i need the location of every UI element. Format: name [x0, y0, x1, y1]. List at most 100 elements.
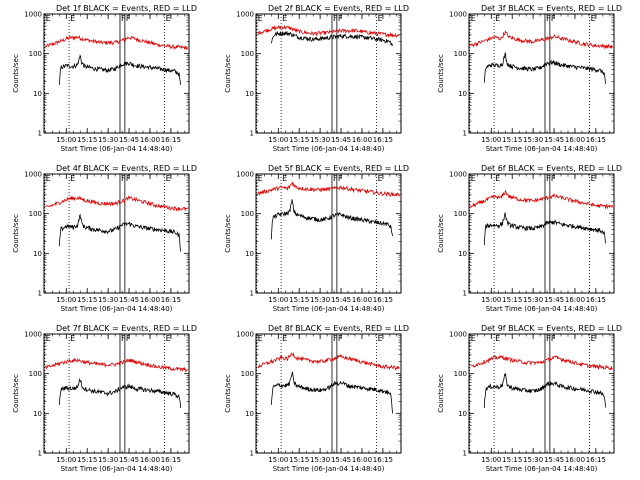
x-tick-label: 15:45: [331, 296, 351, 304]
event-marker-label: F: [126, 174, 131, 183]
y-tick-label: 10: [33, 410, 42, 418]
x-tick-label: 15:45: [119, 136, 139, 144]
x-tick-label: 16:15: [161, 296, 181, 304]
x-tick-label: 15:00: [56, 456, 76, 464]
event-marker-label: F: [338, 14, 343, 23]
x-axis-label: Start Time (06-Jan-04 14:48:40): [486, 145, 598, 153]
x-axis-label: Start Time (06-Jan-04 14:48:40): [273, 145, 385, 153]
x-tick-label: 16:00: [565, 136, 585, 144]
event-marker-label: E: [591, 334, 596, 343]
x-tick-label: 15:15: [502, 136, 522, 144]
x-tick-label: 15:00: [268, 136, 288, 144]
x-tick-label: 15:15: [77, 136, 97, 144]
x-tick-label: 16:15: [373, 456, 393, 464]
event-marker-label: F: [333, 174, 338, 183]
x-axis-label: Start Time (06-Jan-04 14:48:40): [61, 465, 173, 473]
y-tick-label: 100: [29, 50, 42, 58]
y-axis-label: Counts/sec: [12, 214, 20, 253]
x-tick-label: 15:15: [502, 456, 522, 464]
lld-series-line: [45, 195, 188, 212]
x-tick-label: 15:00: [268, 296, 288, 304]
y-tick-label: 100: [454, 210, 467, 218]
y-tick-label: 1: [463, 450, 467, 458]
events-series-line: [483, 372, 606, 409]
event-marker-label: E: [495, 14, 500, 23]
x-tick-label: 16:15: [586, 136, 606, 144]
x-tick-label: 15:30: [98, 136, 118, 144]
panel-title: Det 1f BLACK = Events, RED = LLD: [56, 4, 197, 13]
y-axis-label: Counts/sec: [437, 374, 445, 413]
panel-title: Det 3f BLACK = Events, RED = LLD: [481, 4, 622, 13]
x-axis-label: Start Time (06-Jan-04 14:48:40): [273, 465, 385, 473]
event-marker-label: F: [546, 174, 551, 183]
y-axis-label: Counts/sec: [12, 54, 20, 93]
y-tick-label: 10: [458, 90, 467, 98]
event-marker-label: E: [378, 14, 383, 23]
x-axis-label: Start Time (06-Jan-04 14:48:40): [61, 145, 173, 153]
x-tick-label: 15:30: [310, 456, 330, 464]
events-series-line: [483, 52, 606, 84]
event-marker-label: E: [282, 174, 287, 183]
y-tick-label: 100: [29, 210, 42, 218]
lld-series-line: [257, 352, 400, 371]
event-marker-label: E: [46, 14, 51, 23]
y-tick-label: 1000: [24, 171, 42, 179]
lld-series-line: [470, 30, 613, 50]
event-marker-label: F: [126, 14, 131, 23]
x-tick-label: 15:45: [119, 456, 139, 464]
y-tick-label: 100: [454, 370, 467, 378]
x-tick-label: 16:00: [565, 456, 585, 464]
x-tick-label: 16:15: [373, 136, 393, 144]
plot-frame: [468, 13, 615, 134]
plot-frame: [255, 13, 402, 134]
event-marker-label: E: [258, 14, 263, 23]
x-tick-label: 15:30: [310, 296, 330, 304]
x-tick-label: 15:45: [331, 136, 351, 144]
lld-series-line: [45, 34, 188, 51]
y-tick-label: 10: [245, 250, 254, 258]
event-marker-label: E: [70, 334, 75, 343]
event-marker-label: E: [70, 14, 75, 23]
event-marker-label: F: [333, 14, 338, 23]
y-tick-label: 10: [245, 90, 254, 98]
event-marker-label: E: [166, 174, 171, 183]
x-tick-label: 15:30: [98, 456, 118, 464]
x-tick-label: 15:15: [77, 296, 97, 304]
plot-frame: [255, 173, 402, 294]
y-axis-label: Counts/sec: [224, 214, 232, 253]
events-series-line: [58, 54, 181, 86]
y-tick-label: 100: [241, 210, 254, 218]
y-tick-label: 10: [245, 410, 254, 418]
y-tick-label: 1: [463, 130, 467, 138]
event-marker-label: E: [495, 174, 500, 183]
y-axis-label: Counts/sec: [437, 214, 445, 253]
y-tick-label: 1: [38, 130, 42, 138]
y-tick-label: 1000: [236, 171, 254, 179]
x-tick-label: 16:00: [565, 296, 585, 304]
y-tick-label: 1000: [449, 11, 467, 19]
events-series-line: [483, 211, 606, 246]
plot-frame: [43, 333, 190, 454]
event-marker-label: E: [46, 174, 51, 183]
x-tick-label: 16:15: [373, 296, 393, 304]
event-marker-label: E: [471, 174, 476, 183]
event-marker-label: F: [121, 334, 126, 343]
lld-series-line: [470, 354, 613, 371]
lld-series-line: [470, 189, 613, 210]
x-tick-label: 16:15: [586, 456, 606, 464]
x-tick-label: 15:15: [289, 456, 309, 464]
y-axis-label: Counts/sec: [224, 374, 232, 413]
event-marker-label: E: [471, 14, 476, 23]
x-tick-label: 16:00: [140, 136, 160, 144]
x-tick-label: 15:00: [481, 136, 501, 144]
x-tick-label: 15:00: [56, 136, 76, 144]
y-tick-label: 1: [250, 450, 254, 458]
lld-series-line: [45, 357, 188, 373]
x-tick-label: 15:30: [98, 296, 118, 304]
event-marker-label: F: [546, 334, 551, 343]
